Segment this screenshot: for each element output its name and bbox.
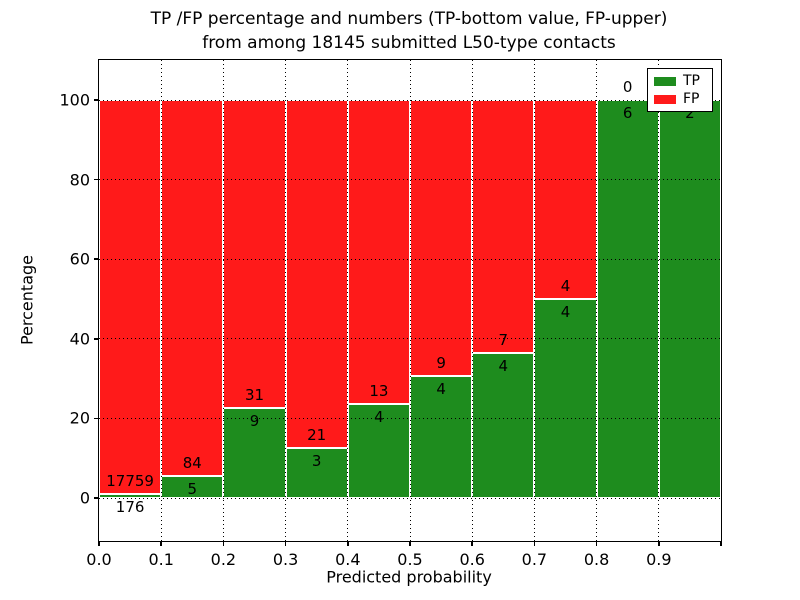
bar-label-fp: 4 — [560, 277, 571, 295]
bar-label-fp: 21 — [307, 426, 327, 445]
vertical-gridline — [160, 60, 162, 541]
bar-segment-tp — [534, 299, 597, 498]
bar-segment-tp — [472, 353, 535, 498]
x-axis-tick — [658, 542, 660, 546]
bar-label-fp: 31 — [244, 386, 265, 405]
legend-row-tp: TP — [654, 74, 706, 88]
horizontal-gridline — [99, 497, 721, 499]
y-tick-label: 0 — [79, 488, 90, 508]
vertical-gridline — [533, 60, 535, 541]
y-axis-label: Percentage — [17, 254, 37, 346]
plot-area: 1775917684531921313494744406020.00.10.20… — [59, 59, 722, 569]
bar-segment-fp — [99, 100, 162, 495]
legend-swatch-tp — [654, 76, 676, 86]
horizontal-gridline — [99, 99, 721, 101]
legend-row-fp: FP — [654, 92, 706, 106]
x-tick-label: 0.6 — [459, 550, 485, 569]
bar-segment-fp — [534, 100, 597, 299]
bar-label-tp: 9 — [249, 412, 260, 431]
x-axis-tick — [533, 542, 536, 546]
bar-label-fp: 17759 — [106, 472, 154, 491]
bar-segment-tp — [347, 404, 410, 498]
bar-segment-tp — [223, 408, 286, 498]
bar-label-tp: 4 — [374, 408, 384, 427]
x-axis-label: Predicted probability — [326, 567, 492, 587]
x-tick-label: 0.7 — [521, 550, 548, 569]
bar-segment-tp — [596, 100, 659, 498]
bar-label-fp: 13 — [369, 382, 389, 401]
bar-segment-fp — [410, 100, 473, 376]
vertical-gridline — [596, 60, 598, 541]
bar-segment-fp — [223, 100, 286, 409]
x-axis-tick — [595, 542, 598, 546]
y-axis-tick — [93, 417, 98, 420]
x-tick-label: 0.9 — [646, 550, 672, 569]
bar-label-tp: 4 — [560, 303, 571, 321]
bar-label-fp: 0 — [622, 78, 633, 96]
bar-segment-tp — [410, 375, 473, 498]
bar-segment-fp — [161, 100, 224, 476]
bar-label-tp: 4 — [436, 379, 446, 398]
bar-segment-fp — [347, 100, 410, 405]
y-tick-label: 60 — [69, 249, 90, 269]
y-axis-tick — [93, 338, 98, 340]
x-axis-tick — [222, 542, 225, 546]
legend-label-tp: TP — [683, 73, 700, 89]
x-axis-tick — [160, 542, 162, 546]
horizontal-gridline — [99, 338, 721, 340]
x-axis-tick — [471, 542, 473, 546]
vertical-gridline — [409, 60, 411, 541]
bar-segment-tp — [658, 100, 721, 498]
x-axis-tick — [98, 542, 100, 546]
y-tick-label: 80 — [69, 170, 90, 190]
chart-title: TP /FP percentage and numbers (TP-bottom… — [98, 7, 720, 55]
x-tick-label: 0.4 — [335, 550, 361, 569]
x-tick-label: 0.1 — [148, 550, 174, 569]
legend-swatch-fp — [654, 94, 676, 104]
vertical-gridline — [658, 60, 660, 541]
bar-label-tp: 2 — [685, 104, 695, 122]
y-axis-tick — [93, 497, 98, 499]
x-tick-label: 0.2 — [210, 550, 237, 569]
y-axis-tick — [93, 178, 98, 181]
y-tick-label: 20 — [69, 408, 90, 428]
bar-segment-tp — [99, 494, 162, 498]
y-axis-tick — [93, 99, 98, 101]
y-axis-tick — [93, 258, 98, 260]
y-tick-label: 40 — [69, 329, 90, 349]
x-tick-label: 0.3 — [272, 550, 299, 569]
horizontal-gridline — [99, 417, 721, 419]
bar-label-fp: 84 — [182, 453, 202, 472]
legend: TP FP — [647, 68, 713, 112]
bar-label-tp: 3 — [311, 452, 322, 471]
x-axis-tick — [720, 542, 722, 546]
bar-segment-fp — [472, 100, 535, 354]
bar-label-fp: 9 — [436, 353, 446, 372]
horizontal-gridline — [99, 179, 721, 181]
horizontal-gridline — [99, 258, 721, 260]
y-tick-label: 100 — [59, 90, 90, 110]
x-tick-label: 0.8 — [583, 550, 610, 569]
x-tick-label: 0.5 — [397, 550, 423, 569]
bar-label-tp: 176 — [115, 498, 145, 517]
vertical-gridline — [222, 60, 224, 541]
bar-label-tp: 6 — [622, 104, 633, 122]
chart-title-line2: from among 18145 submitted L50-type cont… — [202, 33, 616, 54]
x-tick-label: 0.0 — [86, 550, 112, 569]
chart-title-line1: TP /FP percentage and numbers (TP-bottom… — [150, 9, 668, 29]
legend-label-fp: FP — [683, 91, 700, 107]
bar-segment-tp — [161, 475, 224, 498]
x-axis-tick — [284, 542, 287, 546]
vertical-gridline — [285, 60, 287, 541]
vertical-gridline — [471, 60, 473, 541]
bar-label-tp: 5 — [187, 479, 198, 498]
bar-label-tp: 4 — [498, 357, 509, 376]
bar-label-fp: 7 — [498, 331, 509, 350]
x-axis-tick — [347, 542, 349, 546]
vertical-gridline — [347, 60, 349, 541]
bar-segment-fp — [285, 100, 348, 449]
x-axis-tick — [409, 542, 411, 546]
